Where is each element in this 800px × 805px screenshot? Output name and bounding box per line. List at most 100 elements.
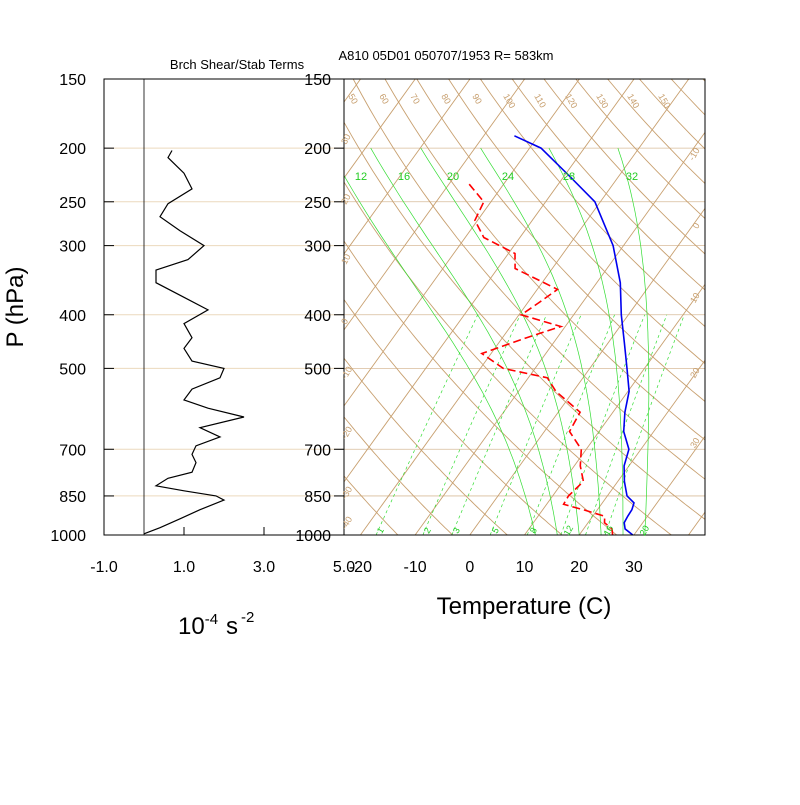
skewt-title: A810 05D01 050707/1953 R= 583km	[338, 48, 553, 63]
mixing-ratio-line	[376, 315, 478, 535]
skewt-xtick-label: -20	[349, 559, 372, 576]
x-unit-base: 10	[178, 613, 205, 640]
isotherm-line	[407, 62, 756, 546]
dry-adiabat-line	[532, 62, 800, 546]
isotherm-right-label: 0	[691, 221, 702, 230]
dry-adiabat-line	[625, 62, 800, 546]
moist-adiabat-label: 16	[398, 171, 410, 183]
dry-adiabat-line	[407, 62, 800, 546]
isotherm-line	[79, 62, 428, 546]
skewt-background-grid	[0, 62, 800, 546]
isotherm-right-label: 10	[688, 291, 702, 305]
left-ytick-label: 300	[59, 239, 86, 256]
isotherm-line	[626, 62, 800, 546]
dry-adiabat-line	[376, 62, 800, 546]
left-ytick-label: 850	[59, 489, 86, 506]
dry-adiabat-line	[438, 62, 800, 546]
skewt-ytick-label: 500	[304, 361, 331, 378]
isotherm-line	[188, 62, 537, 546]
x-unit-exponent: -4	[205, 611, 218, 628]
skewt-ytick-label: 700	[304, 442, 331, 459]
left-panel-title: Brch Shear/Stab Terms	[170, 57, 305, 72]
dry-adiabat-top-label: 110	[532, 92, 548, 109]
skewt-series-group	[469, 136, 634, 535]
dry-adiabat-line	[750, 62, 800, 546]
isotherm-line	[297, 62, 646, 546]
dry-adiabat-top-label: 80	[439, 92, 453, 106]
dry-adiabat-line	[127, 62, 410, 546]
left-xtick-label: 1.0	[173, 559, 195, 576]
dry-adiabat-line	[688, 62, 800, 546]
dry-adiabat-top-label: 50	[346, 92, 360, 106]
dry-adiabat-top-label: 70	[408, 92, 422, 106]
dry-adiabat-line	[719, 62, 800, 546]
isotherm-left-label: 0	[339, 317, 350, 326]
isotherm-left-label: -40	[339, 515, 354, 531]
isotherm-line	[243, 62, 592, 546]
dry-adiabat-line	[64, 62, 298, 546]
moist-adiabat-label: 12	[355, 171, 367, 183]
skewt-xtick-label: 0	[465, 559, 474, 576]
moist-adiabat-line	[549, 148, 623, 535]
dry-adiabat-line	[251, 62, 631, 546]
left-ytick-label: 1000	[50, 528, 86, 545]
left-ytick-label: 150	[59, 72, 86, 89]
dry-adiabat-line	[33, 62, 243, 546]
dry-adiabat-line	[220, 62, 576, 546]
isotherm-left-label: -10	[339, 365, 354, 381]
isotherm-left-label: 10	[339, 252, 353, 266]
left-ytick-label: 500	[59, 361, 86, 378]
mixing-ratio-line	[605, 315, 684, 535]
mixing-ratio-line	[586, 315, 667, 535]
moist-adiabat-line	[371, 148, 558, 535]
isotherm-line	[790, 62, 800, 546]
isotherm-line	[0, 62, 263, 546]
dry-adiabat-top-label: 150	[656, 92, 672, 110]
y-axis-label: P (hPa)	[2, 267, 29, 348]
left-ytick-label: 200	[59, 141, 86, 158]
skewt-xtick-label: 30	[625, 559, 643, 576]
skewt-x-axis-label: Temperature (C)	[437, 593, 612, 620]
dry-adiabat-top-label: 100	[501, 92, 517, 110]
dry-adiabat-line	[95, 62, 354, 546]
skewt-ytick-label: 150	[304, 72, 331, 89]
skewt-ytick-label: 1000	[295, 528, 331, 545]
dry-adiabat-top-label: 90	[470, 92, 484, 106]
mixing-ratio-line	[490, 315, 581, 535]
dry-adiabat-top-label: 130	[594, 92, 610, 110]
shear-stab-profile-line	[144, 151, 244, 534]
dry-adiabat-line	[2, 62, 188, 546]
left-xtick-label: -1.0	[90, 559, 118, 576]
skewt-ytick-label: 400	[304, 308, 331, 325]
dry-adiabat-line	[189, 62, 521, 546]
isotherm-right-label: 30	[688, 436, 702, 450]
isotherm-line	[461, 62, 800, 546]
moist-adiabat-label: 20	[447, 171, 459, 183]
dry-adiabat-line	[781, 62, 800, 546]
moist-adiabat-label: 24	[502, 171, 514, 183]
skewt-ytick-label: 200	[304, 141, 331, 158]
skewt-ytick-label: 300	[304, 239, 331, 256]
isotherm-line	[0, 62, 318, 546]
left-ytick-label: 400	[59, 308, 86, 325]
dry-adiabat-top-label: 140	[625, 92, 641, 110]
dry-adiabat-line	[469, 62, 800, 546]
isotherm-line	[571, 62, 800, 546]
x-unit-seconds-exponent: -2	[241, 609, 254, 626]
skewt-ytick-label: 850	[304, 489, 331, 506]
dry-adiabat-line	[563, 62, 800, 546]
x-unit-seconds: s	[226, 613, 238, 640]
isotherm-left-label: -30	[339, 485, 354, 501]
isotherm-left-label: 20	[339, 192, 353, 206]
dew-point-line	[469, 184, 613, 535]
left-series-group	[144, 151, 244, 534]
dry-adiabat-top-label: 60	[377, 92, 391, 106]
moist-adiabat-line	[329, 148, 536, 535]
